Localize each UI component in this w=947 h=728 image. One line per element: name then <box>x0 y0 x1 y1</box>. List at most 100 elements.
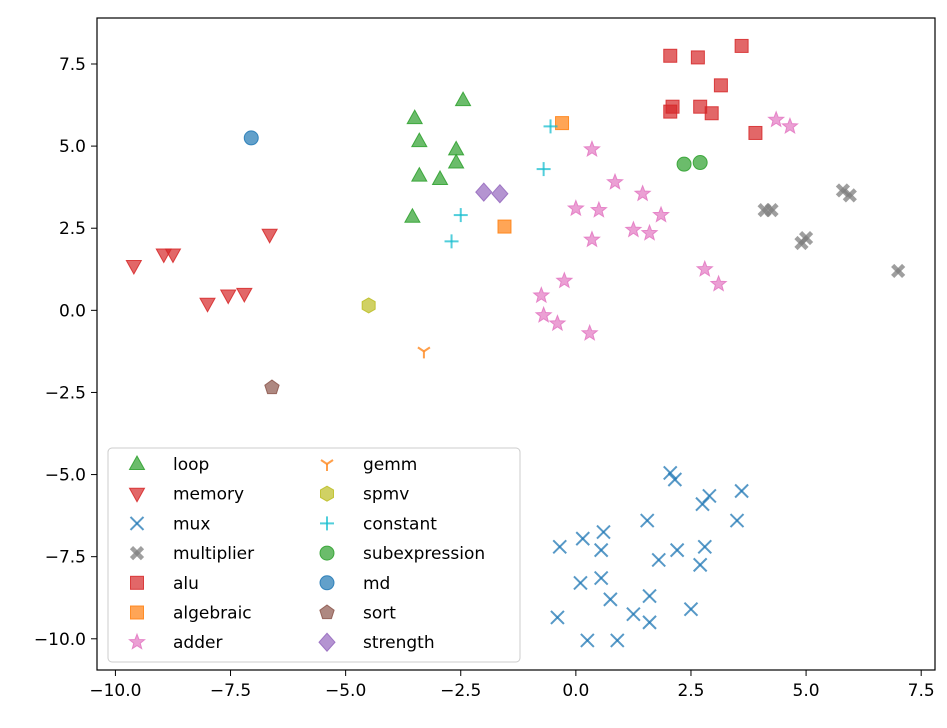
point-alu-1 <box>690 50 705 65</box>
legend-marker-alu <box>130 575 144 590</box>
legend-marker-md <box>319 575 335 591</box>
point-mux-14 <box>651 552 666 568</box>
x-tick-label: −10.0 <box>89 681 141 701</box>
series-gemm <box>417 346 431 359</box>
point-mux-12 <box>697 539 712 555</box>
series-algebraic <box>497 116 570 234</box>
legend-label-strength: strength <box>363 633 435 653</box>
point-memory-0 <box>125 259 143 276</box>
point-adder-17 <box>580 323 599 341</box>
point-strength-1 <box>491 183 509 204</box>
legend-label-alu: alu <box>173 574 199 594</box>
x-tick-label: 0.0 <box>562 681 589 701</box>
point-mux-18 <box>626 606 641 622</box>
series-adder <box>532 110 799 341</box>
point-adder-11 <box>695 259 714 277</box>
legend-label-subexpression: subexpression <box>363 544 485 564</box>
legend-marker-adder <box>128 632 146 650</box>
series-md <box>243 130 259 146</box>
point-alu-0 <box>663 48 678 63</box>
legend-item-algebraic: algebraic <box>130 604 252 624</box>
legend-label-multiplier: multiplier <box>173 544 254 564</box>
point-loop-6 <box>454 91 472 107</box>
point-spmv-0 <box>361 297 376 314</box>
point-constant-1 <box>536 162 551 177</box>
point-mux-15 <box>573 575 588 591</box>
point-sort-0 <box>264 379 280 395</box>
point-subexpression-1 <box>692 155 708 171</box>
x-tick-label: 2.5 <box>677 681 704 701</box>
series-mux <box>550 465 749 648</box>
point-adder-16 <box>548 314 567 332</box>
y-tick-label: −2.5 <box>45 383 86 403</box>
point-multiplier-5 <box>842 188 857 203</box>
point-alu-5 <box>663 104 678 119</box>
point-constant-3 <box>444 234 459 249</box>
legend-marker-gemm <box>320 459 334 471</box>
point-constant-2 <box>453 208 468 223</box>
point-mux-0 <box>552 539 567 555</box>
point-adder-1 <box>767 110 786 128</box>
legend-item-alu: alu <box>130 574 199 594</box>
point-adder-12 <box>709 274 728 292</box>
legend-marker-sort <box>319 604 335 620</box>
point-memory-4 <box>199 297 216 313</box>
legend-marker-subexpression <box>319 545 335 561</box>
legend-marker-multiplier <box>129 546 145 561</box>
series-alu <box>663 38 763 140</box>
point-gemm-0 <box>417 346 431 359</box>
legend-item-memory: memory <box>128 485 244 505</box>
point-adder-6 <box>566 199 585 217</box>
legend-marker-loop <box>128 454 146 470</box>
x-tick-label: 5.0 <box>793 681 820 701</box>
legend-box <box>107 447 521 663</box>
legend-label-loop: loop <box>173 455 209 475</box>
series-constant <box>444 119 558 249</box>
legend-item-multiplier: multiplier <box>129 544 254 564</box>
point-algebraic-0 <box>555 116 570 131</box>
point-md-0 <box>243 130 259 146</box>
point-mux-19 <box>642 588 657 604</box>
point-adder-14 <box>532 286 551 304</box>
x-tick-label: 7.5 <box>908 681 935 701</box>
point-mux-21 <box>683 602 699 617</box>
point-loop-2 <box>410 166 428 182</box>
point-mux-13 <box>692 557 708 573</box>
legend-item-gemm: gemm <box>320 455 417 475</box>
point-adder-5 <box>652 205 670 223</box>
legend-marker-memory <box>128 487 146 503</box>
legend-item-spmv: spmv <box>320 485 409 505</box>
point-memory-3 <box>261 228 279 244</box>
point-subexpression-0 <box>676 156 692 172</box>
legend-item-subexpression: subexpression <box>319 544 485 564</box>
point-adder-2 <box>781 116 799 134</box>
point-loop-1 <box>410 132 428 148</box>
point-mux-23 <box>580 633 595 648</box>
legend-marker-algebraic <box>130 605 144 620</box>
point-memory-2 <box>164 248 182 264</box>
point-algebraic-1 <box>497 219 512 234</box>
y-axis: −10.0 −7.5 −5.0 −2.5 0.0 2.5 5.0 7.5 <box>34 55 97 650</box>
y-tick-label: −5.0 <box>45 466 86 486</box>
y-tick-label: 2.5 <box>59 219 86 239</box>
series-strength <box>475 182 509 204</box>
point-mux-17 <box>603 592 618 607</box>
legend-item-strength: strength <box>318 632 435 653</box>
point-adder-7 <box>589 200 608 218</box>
point-loop-7 <box>404 207 421 223</box>
x-tick-label: −7.5 <box>210 681 251 701</box>
series-multiplier <box>757 183 906 279</box>
legend-marker-strength <box>318 632 336 652</box>
point-adder-15 <box>534 305 553 323</box>
y-tick-label: 7.5 <box>59 55 86 75</box>
point-loop-0 <box>406 109 424 125</box>
point-mux-11 <box>669 542 685 558</box>
point-adder-3 <box>606 172 624 190</box>
point-loop-5 <box>447 153 465 169</box>
point-mux-24 <box>610 633 625 648</box>
series-subexpression <box>676 155 708 172</box>
data-points <box>125 38 906 648</box>
point-alu-8 <box>748 125 763 140</box>
series-sort <box>264 379 280 395</box>
